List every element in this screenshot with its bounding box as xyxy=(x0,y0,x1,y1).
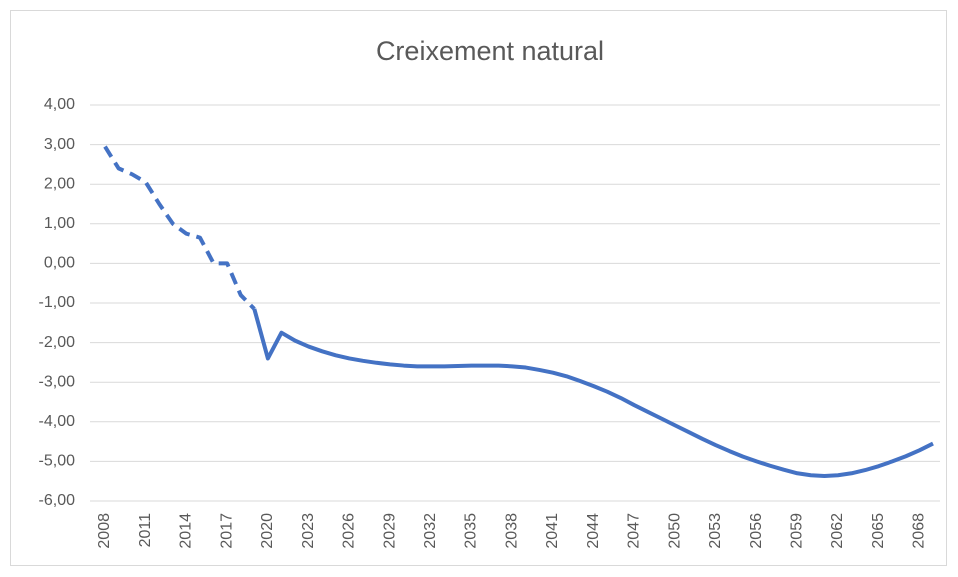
x-tick-label: 2026 xyxy=(341,513,358,549)
x-tick-label: 2023 xyxy=(300,513,317,549)
x-tick-label: 2017 xyxy=(218,513,235,549)
y-tick-label: 0,00 xyxy=(44,255,75,272)
y-tick-label: -2,00 xyxy=(39,334,76,351)
x-tick-label: 2008 xyxy=(96,513,113,549)
x-tick-label: 2062 xyxy=(829,513,846,549)
x-tick-label: 2056 xyxy=(748,513,765,549)
chart-frame xyxy=(10,10,947,566)
x-tick-label: 2050 xyxy=(666,513,683,549)
x-tick-label: 2041 xyxy=(544,513,561,549)
x-tick-label: 2065 xyxy=(870,513,887,549)
x-tick-label: 2059 xyxy=(788,513,805,549)
y-tick-label: -5,00 xyxy=(39,453,76,470)
x-tick-label: 2011 xyxy=(137,513,154,548)
x-tick-label: 2035 xyxy=(463,513,480,549)
y-tick-label: -3,00 xyxy=(39,373,76,390)
x-tick-label: 2020 xyxy=(259,513,276,549)
x-tick-label: 2014 xyxy=(178,513,195,549)
x-tick-label: 2044 xyxy=(585,513,602,549)
y-tick-label: -4,00 xyxy=(39,413,76,430)
x-tick-label: 2053 xyxy=(707,513,724,549)
x-tick-label: 2047 xyxy=(626,513,643,549)
y-tick-label: 3,00 xyxy=(44,136,75,153)
y-tick-label: 4,00 xyxy=(44,96,75,113)
x-tick-label: 2032 xyxy=(422,513,439,549)
y-tick-label: 1,00 xyxy=(44,215,75,232)
chart-title: Creixement natural xyxy=(376,36,604,66)
x-tick-label: 2068 xyxy=(911,513,928,549)
y-tick-label: -1,00 xyxy=(39,294,76,311)
y-tick-label: -6,00 xyxy=(39,492,76,509)
x-tick-label: 2038 xyxy=(503,513,520,549)
line-series xyxy=(252,308,934,479)
x-tick-label: 2029 xyxy=(381,513,398,549)
line-series xyxy=(103,145,256,311)
y-tick-label: 2,00 xyxy=(44,175,75,192)
